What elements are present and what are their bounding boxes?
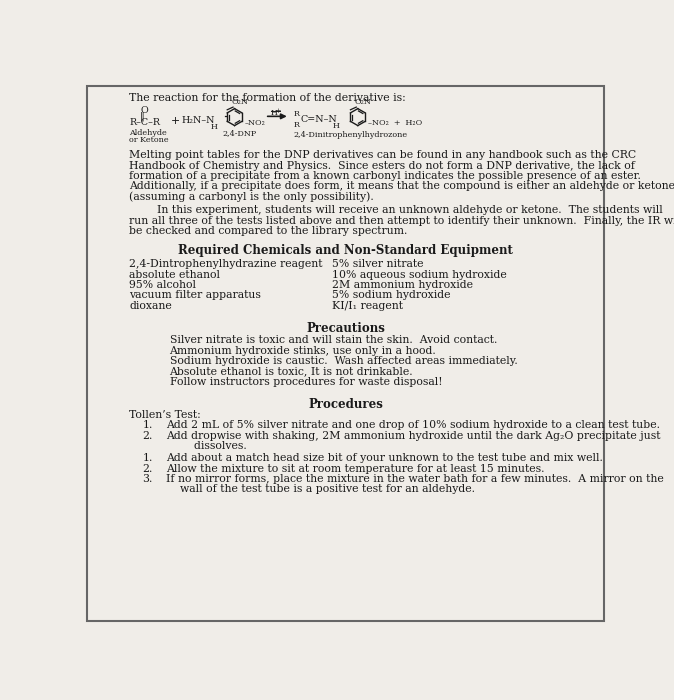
Text: 2M ammonium hydroxide: 2M ammonium hydroxide xyxy=(332,280,473,290)
Text: Follow instructors procedures for waste disposal!: Follow instructors procedures for waste … xyxy=(169,377,442,387)
Text: Add about a match head size bit of your unknown to the test tube and mix well.: Add about a match head size bit of your … xyxy=(166,453,603,463)
Text: In this experiment, students will receive an unknown aldehyde or ketone.  The st: In this experiment, students will receiv… xyxy=(129,205,663,216)
Text: 1.: 1. xyxy=(142,453,153,463)
Text: Add dropwise with shaking, 2M ammonium hydroxide until the dark Ag₂O precipitate: Add dropwise with shaking, 2M ammonium h… xyxy=(166,431,660,441)
Text: R–C–R: R–C–R xyxy=(129,118,160,127)
Text: KI/I₁ reagent: KI/I₁ reagent xyxy=(332,301,403,311)
Text: wall of the test tube is a positive test for an aldehyde.: wall of the test tube is a positive test… xyxy=(166,484,474,494)
Text: If no mirror forms, place the mixture in the water bath for a few minutes.  A mi: If no mirror forms, place the mixture in… xyxy=(166,474,663,484)
Text: H: H xyxy=(271,108,278,117)
Text: –NO₂  +  H₂O: –NO₂ + H₂O xyxy=(368,118,422,127)
FancyBboxPatch shape xyxy=(86,86,605,621)
Text: Tollen’s Test:: Tollen’s Test: xyxy=(129,410,201,420)
Text: 2,4-Dinitrophenylhydrozone: 2,4-Dinitrophenylhydrozone xyxy=(293,131,408,139)
Text: absolute ethanol: absolute ethanol xyxy=(129,270,220,279)
Text: Additionally, if a precipitate does form, it means that the compound is either a: Additionally, if a precipitate does form… xyxy=(129,181,674,191)
Text: Silver nitrate is toxic and will stain the skin.  Avoid contact.: Silver nitrate is toxic and will stain t… xyxy=(169,335,497,345)
Text: Aldehyde: Aldehyde xyxy=(129,130,167,137)
Text: 5% sodium hydroxide: 5% sodium hydroxide xyxy=(332,290,451,300)
Text: ‖: ‖ xyxy=(140,112,145,121)
Text: 3.: 3. xyxy=(142,474,153,484)
Text: 2,4-DNP: 2,4-DNP xyxy=(223,130,257,137)
Text: Absolute ethanol is toxic, It is not drinkable.: Absolute ethanol is toxic, It is not dri… xyxy=(169,367,413,377)
Text: vacuum filter apparatus: vacuum filter apparatus xyxy=(129,290,261,300)
Text: –NO₂: –NO₂ xyxy=(245,118,266,127)
Text: R: R xyxy=(293,121,299,129)
Text: 2.: 2. xyxy=(142,463,153,474)
Text: 95% alcohol: 95% alcohol xyxy=(129,280,196,290)
Text: or Ketone: or Ketone xyxy=(129,136,168,144)
Text: (assuming a carbonyl is the only possibility).: (assuming a carbonyl is the only possibi… xyxy=(129,192,374,202)
Text: H: H xyxy=(333,122,340,130)
Text: 1.: 1. xyxy=(142,421,153,430)
Text: Ammonium hydroxide stinks, use only in a hood.: Ammonium hydroxide stinks, use only in a… xyxy=(169,346,436,356)
Text: R: R xyxy=(293,110,299,118)
Text: Add 2 mL of 5% silver nitrate and one drop of 10% sodium hydroxide to a clean te: Add 2 mL of 5% silver nitrate and one dr… xyxy=(166,421,660,430)
Text: O: O xyxy=(140,106,148,115)
Text: H₂N–N: H₂N–N xyxy=(181,116,214,125)
Text: 2.: 2. xyxy=(142,431,153,441)
Text: Precautions: Precautions xyxy=(306,322,385,335)
Text: dissolves.: dissolves. xyxy=(166,441,247,452)
Text: Allow the mixture to sit at room temperature for at least 15 minutes.: Allow the mixture to sit at room tempera… xyxy=(166,463,544,474)
Text: C=N–N: C=N–N xyxy=(301,115,337,124)
Text: Handbook of Chemistry and Physics.  Since esters do not form a DNP derivative, t: Handbook of Chemistry and Physics. Since… xyxy=(129,160,635,171)
Text: O₂N: O₂N xyxy=(355,98,371,106)
Text: Melting point tables for the DNP derivatives can be found in any handbook such a: Melting point tables for the DNP derivat… xyxy=(129,150,636,160)
Text: 10% aqueous sodium hydroxide: 10% aqueous sodium hydroxide xyxy=(332,270,507,279)
Text: run all three of the tests listed above and then attempt to identify their unkno: run all three of the tests listed above … xyxy=(129,216,674,225)
Text: The reaction for the formation of the derivative is:: The reaction for the formation of the de… xyxy=(129,93,406,103)
Text: Sodium hydroxide is caustic.  Wash affected areas immediately.: Sodium hydroxide is caustic. Wash affect… xyxy=(169,356,517,366)
Text: +: + xyxy=(171,116,180,126)
Text: O₂N: O₂N xyxy=(231,98,249,106)
Text: dioxane: dioxane xyxy=(129,301,172,311)
Text: 5% silver nitrate: 5% silver nitrate xyxy=(332,259,424,270)
Text: Procedures: Procedures xyxy=(308,398,383,411)
Text: 2,4-Dintrophenylhydrazine reagent: 2,4-Dintrophenylhydrazine reagent xyxy=(129,259,323,270)
Text: +: + xyxy=(276,107,281,115)
Text: formation of a precipitate from a known carbonyl indicates the possible presence: formation of a precipitate from a known … xyxy=(129,171,641,181)
Text: Required Chemicals and Non-Standard Equipment: Required Chemicals and Non-Standard Equi… xyxy=(178,244,513,257)
Text: H: H xyxy=(210,123,218,132)
Text: be checked and compared to the library spectrum.: be checked and compared to the library s… xyxy=(129,226,408,236)
